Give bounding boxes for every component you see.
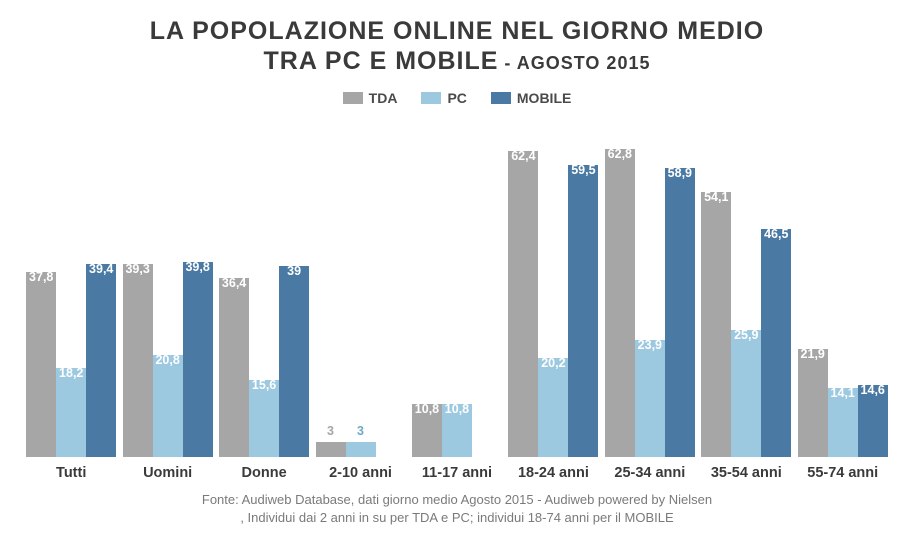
title-line1: LA POPOLAZIONE ONLINE NEL GIORNO MEDIO [150, 17, 764, 45]
value-label: 62,8 [605, 147, 635, 161]
value-label: 39,8 [183, 260, 213, 274]
category-group: 62,8 23,9 58,9 25-34 anni [603, 114, 697, 481]
bars-wrap: 33 [313, 114, 407, 457]
bar-mobile: 39,4 [86, 264, 116, 457]
legend-swatch-tda [343, 92, 363, 104]
bar-tda: 62,4 [508, 151, 538, 456]
bar-pc: 3 [346, 442, 376, 457]
x-axis-label: Tutti [24, 457, 118, 481]
chart-container: LA POPOLAZIONE ONLINE NEL GIORNO MEDIO T… [0, 0, 914, 541]
footnote-line1: Fonte: Audiweb Database, dati giorno med… [202, 492, 712, 507]
legend-label-pc: PC [447, 90, 466, 106]
bars-wrap: 62,4 20,2 59,5 [506, 114, 600, 457]
bar-tda: 36,4 [219, 278, 249, 456]
value-label: 62,4 [508, 149, 538, 163]
x-axis-label: Donne [217, 457, 311, 481]
bar-mobile: 59,5 [568, 165, 598, 456]
category-group: 62,4 20,2 59,5 18-24 anni [506, 114, 600, 481]
value-label: 25,9 [731, 328, 761, 342]
x-axis-label: Uomini [120, 457, 214, 481]
bars-wrap: 39,3 20,8 39,8 [120, 114, 214, 457]
bars-wrap: 36,4 15,6 39 [217, 114, 311, 457]
legend-item-mobile: MOBILE [491, 90, 571, 106]
x-axis-label: 55-74 anni [796, 457, 890, 481]
x-axis-label: 2-10 anni [313, 457, 407, 481]
legend: TDA PC MOBILE [20, 90, 894, 106]
value-label: 59,5 [568, 163, 598, 177]
value-label: 39 [279, 264, 309, 278]
value-label: 54,1 [701, 190, 731, 204]
value-label: 15,6 [249, 378, 279, 392]
bars-wrap: 62,8 23,9 58,9 [603, 114, 697, 457]
plot-area: 37,8 18,2 39,4 Tutti 39,3 20,8 39,8 Uomini 36,4 1… [20, 114, 894, 481]
value-label: 21,9 [798, 347, 828, 361]
bar-tda: 10,8 [412, 404, 442, 457]
legend-swatch-pc [421, 92, 441, 104]
bar-tda: 54,1 [701, 192, 731, 457]
bar-pc: 15,6 [249, 380, 279, 456]
x-axis-label: 35-54 anni [699, 457, 793, 481]
category-group: 36,4 15,6 39 Donne [217, 114, 311, 481]
chart-footnote: Fonte: Audiweb Database, dati giorno med… [20, 481, 894, 531]
bar-tda: 37,8 [26, 272, 56, 457]
value-label: 3 [316, 424, 346, 438]
value-label: 58,9 [665, 166, 695, 180]
value-label: 18,2 [56, 366, 86, 380]
title-date: - AGOSTO 2015 [498, 53, 650, 73]
x-axis-label: 11-17 anni [410, 457, 504, 481]
value-label: 14,1 [828, 386, 858, 400]
value-label: 39,3 [123, 262, 153, 276]
legend-swatch-mobile [491, 92, 511, 104]
value-label: 39,4 [86, 262, 116, 276]
bar-mobile: 39,8 [183, 262, 213, 457]
bar-tda: 39,3 [123, 264, 153, 456]
value-label: 10,8 [442, 402, 472, 416]
bar-pc: 20,8 [153, 355, 183, 457]
x-axis-label: 25-34 anni [603, 457, 697, 481]
bar-tda: 21,9 [798, 349, 828, 456]
category-group: 332-10 anni [313, 114, 407, 481]
legend-item-tda: TDA [343, 90, 398, 106]
value-label: 46,5 [761, 227, 791, 241]
value-label: 3 [346, 424, 376, 438]
bar-mobile: 46,5 [761, 229, 791, 457]
value-label: 14,6 [858, 383, 888, 397]
value-label: 23,9 [635, 338, 665, 352]
bar-pc: 20,2 [538, 358, 568, 457]
value-label: 20,8 [153, 353, 183, 367]
bar-mobile: 39 [279, 266, 309, 457]
category-group: 21,9 14,114,6 55-74 anni [796, 114, 890, 481]
category-group: 39,3 20,8 39,8 Uomini [120, 114, 214, 481]
category-group: 10,810,811-17 anni [410, 114, 504, 481]
bar-pc: 23,9 [635, 340, 665, 457]
bar-mobile: 14,6 [858, 385, 888, 456]
footnote-line2: , Individui dai 2 anni in su per TDA e P… [240, 510, 673, 525]
value-label: 36,4 [219, 276, 249, 290]
bar-pc: 14,1 [828, 388, 858, 457]
bar-pc: 25,9 [731, 330, 761, 457]
bar-pc: 10,8 [442, 404, 472, 457]
bars-wrap: 10,810,8 [410, 114, 504, 457]
value-label: 20,2 [538, 356, 568, 370]
category-group: 54,1 25,9 46,5 35-54 anni [699, 114, 793, 481]
title-line2: TRA PC E MOBILE [264, 47, 499, 75]
legend-label-mobile: MOBILE [517, 90, 571, 106]
bar-pc: 18,2 [56, 368, 86, 457]
bar-tda: 3 [316, 442, 346, 457]
bars-wrap: 21,9 14,114,6 [796, 114, 890, 457]
value-label: 10,8 [412, 402, 442, 416]
legend-item-pc: PC [421, 90, 466, 106]
bars-wrap: 54,1 25,9 46,5 [699, 114, 793, 457]
chart-title: LA POPOLAZIONE ONLINE NEL GIORNO MEDIO T… [20, 16, 894, 76]
category-group: 37,8 18,2 39,4 Tutti [24, 114, 118, 481]
bar-tda: 62,8 [605, 149, 635, 456]
legend-label-tda: TDA [369, 90, 398, 106]
x-axis-label: 18-24 anni [506, 457, 600, 481]
bars-wrap: 37,8 18,2 39,4 [24, 114, 118, 457]
bar-mobile: 58,9 [665, 168, 695, 456]
value-label: 37,8 [26, 270, 56, 284]
